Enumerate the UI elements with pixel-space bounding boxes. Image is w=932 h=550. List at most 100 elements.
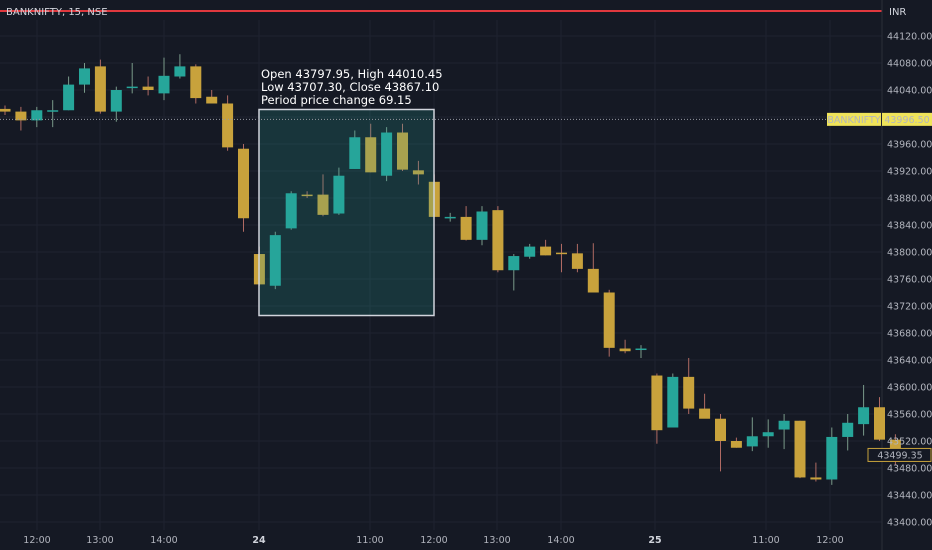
time-tick-label: 12:00 [23,535,50,546]
price-tick-label: 43600.00 [887,383,932,394]
candle[interactable] [301,191,313,198]
candle[interactable] [317,174,329,217]
candle-body [794,420,806,478]
candle-body [94,66,106,112]
price-tick-label: 43880.00 [887,194,932,205]
candle[interactable] [794,420,806,479]
price-tick-label: 43480.00 [887,464,932,475]
selection-range-box[interactable] [258,108,435,317]
candle[interactable] [858,384,870,436]
candle[interactable] [79,63,90,93]
candle-body [667,376,679,428]
candle[interactable] [619,339,631,354]
candle[interactable] [571,243,583,273]
candle[interactable] [508,254,520,291]
candle-body [762,432,774,437]
hover-symbol-label-bg [827,112,881,126]
candle[interactable] [31,106,43,128]
candle[interactable] [762,419,774,448]
candle[interactable] [158,57,170,101]
candle[interactable] [667,373,679,428]
price-tick-label: 43440.00 [887,491,932,502]
candle[interactable] [683,357,695,414]
candle[interactable] [126,63,138,94]
candle[interactable] [651,373,663,444]
currency-label: INR [889,7,906,18]
candle[interactable] [412,160,424,185]
candle-body [810,477,822,480]
candle-body [540,246,552,256]
candle[interactable] [0,105,11,115]
candle[interactable] [397,123,408,171]
candle[interactable] [842,414,854,451]
candle-body [222,103,234,148]
candle[interactable] [47,100,59,128]
time-tick-label: 12:00 [420,535,447,546]
candle-body [635,348,647,351]
candle[interactable] [524,243,536,259]
time-tick-label: 14:00 [150,535,177,546]
candle-body [174,66,186,77]
hover-symbol-label: BANKNIFTY [827,115,880,126]
candle[interactable] [556,243,567,273]
candle[interactable] [699,393,711,419]
candle-body [858,407,870,425]
candle-body [206,96,218,104]
candle[interactable] [635,345,647,358]
time-axis[interactable]: 12:00 13:00 14:00 24 11:00 12:00 13:00 14:00 25 1… [23,535,843,546]
candle[interactable] [444,212,456,222]
price-tick-label: 43760.00 [887,275,932,286]
candle[interactable] [285,191,297,230]
candle-body [476,211,488,240]
price-tick-label: 44040.00 [887,86,932,97]
candle[interactable] [540,239,552,256]
candle[interactable] [174,54,186,79]
candle[interactable] [333,167,345,215]
candle[interactable] [142,76,154,96]
candle[interactable] [206,90,218,104]
candle[interactable] [349,130,361,169]
candle-body [349,137,361,169]
candle-body [524,246,536,257]
candle[interactable] [365,123,377,173]
candle[interactable] [746,417,758,452]
candle[interactable] [476,206,488,246]
candle[interactable] [94,59,106,114]
candle[interactable] [15,106,27,131]
price-tick-label: 43840.00 [887,221,932,232]
candle[interactable] [730,437,742,448]
candle[interactable] [222,95,234,151]
candle[interactable] [110,86,122,122]
price-tick-label: 43720.00 [887,302,932,313]
candle[interactable] [381,127,393,182]
candle[interactable] [810,462,822,482]
candle-body [842,422,854,437]
candle-body [556,252,567,255]
price-tick-label: 43680.00 [887,329,932,340]
candle-body [365,137,377,173]
time-tick-label: 11:00 [356,535,383,546]
candle[interactable] [190,64,202,104]
last-price-label-bg [867,447,932,462]
candle[interactable] [715,414,726,472]
candle-body [190,66,202,99]
candle[interactable] [492,206,504,273]
candle[interactable] [460,206,472,241]
candle-body [778,420,790,430]
candle-body [603,292,615,348]
last-price-label: 43499.35 [877,450,922,461]
candle-body [317,194,329,215]
candle[interactable] [874,397,885,441]
candle[interactable] [63,76,75,111]
time-tick-label: 25 [648,535,661,546]
candle-body [110,90,122,112]
tooltip-ohlc-line-1: Open 43797.95, High 44010.45 [261,67,443,81]
candle-body [301,194,313,197]
candle[interactable] [587,243,599,293]
candle[interactable] [826,427,838,485]
candle[interactable] [603,289,615,357]
candle[interactable] [238,144,249,232]
candle[interactable] [778,414,790,450]
candle[interactable] [269,231,281,290]
